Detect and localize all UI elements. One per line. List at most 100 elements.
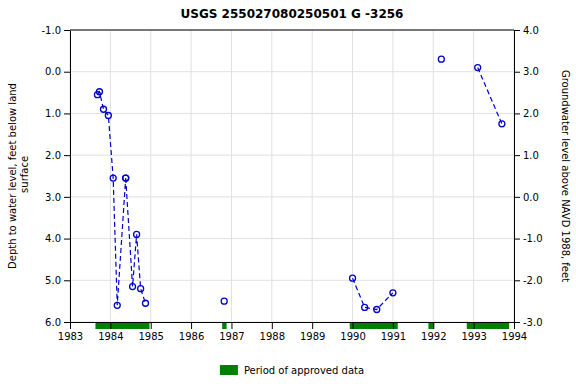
tick-mark	[393, 322, 394, 329]
tick-mark	[514, 280, 520, 281]
frame	[70, 30, 514, 31]
tick: 1984	[98, 322, 123, 342]
tick: 2.0	[45, 150, 70, 161]
approved-periods	[95, 322, 509, 329]
tick-label: 1992	[421, 331, 446, 342]
tick-mark	[64, 322, 70, 323]
tick: 1988	[260, 322, 285, 342]
grid-line	[473, 30, 474, 322]
tick-mark	[514, 155, 520, 156]
tick-mark	[514, 113, 520, 114]
grid-line	[271, 30, 272, 322]
tick: -2.0	[514, 275, 543, 286]
tick: 3.0	[514, 66, 539, 77]
grid-line	[191, 30, 192, 322]
tick: 1989	[300, 322, 325, 342]
grid-line	[231, 30, 232, 322]
grid-line	[312, 30, 313, 322]
tick: 1992	[421, 322, 446, 342]
grid-line	[70, 196, 514, 197]
tick-mark	[70, 322, 71, 329]
x-axis: 1983 1984 1985 1986 1987 1988 1989 1990 1991 1992…	[58, 322, 527, 342]
tick-label: 3.0	[523, 66, 539, 77]
marker	[114, 302, 120, 308]
marker	[123, 175, 129, 181]
marks	[94, 56, 504, 312]
tick-mark	[272, 322, 273, 329]
tick-mark	[433, 322, 434, 329]
tick-mark	[64, 72, 70, 73]
marker	[221, 298, 227, 304]
marker	[105, 113, 111, 119]
tick-label: 1990	[340, 331, 365, 342]
tick: 1985	[139, 322, 164, 342]
tick-label: 1989	[300, 331, 325, 342]
tick-mark	[64, 155, 70, 156]
tick: 1.0	[45, 108, 70, 119]
tick: 1993	[461, 322, 486, 342]
axis-line	[70, 31, 71, 323]
tick: 1986	[179, 322, 204, 342]
tick: 5.0	[45, 275, 70, 286]
tick: 1.0	[514, 150, 539, 161]
tick-label: 1986	[179, 331, 204, 342]
tick: 6.0	[45, 317, 70, 328]
marker	[142, 300, 148, 306]
tick-label: 6.0	[45, 317, 61, 328]
grid-line	[70, 113, 514, 114]
marker	[390, 290, 396, 296]
approved-period	[222, 322, 226, 329]
y2-axis: -3.0-2.0-1.00.01.02.03.04.0	[514, 25, 543, 328]
tick-mark	[514, 72, 520, 73]
marker	[123, 175, 129, 181]
tick-mark	[110, 322, 111, 329]
tick-mark	[474, 322, 475, 329]
tick-label: 2.0	[45, 150, 61, 161]
marker	[130, 284, 136, 290]
grid-line	[70, 280, 514, 281]
marker	[362, 304, 368, 310]
approved-period	[95, 322, 149, 329]
legend-label: Period of approved data	[244, 365, 364, 376]
tick-label: 5.0	[45, 275, 61, 286]
tick-label: -3.0	[523, 317, 543, 328]
tick-mark	[64, 30, 70, 31]
grid-line	[150, 30, 151, 322]
grid-line	[514, 30, 515, 322]
axis-line	[71, 323, 515, 330]
marker	[438, 56, 444, 62]
legend-swatch	[220, 365, 238, 375]
tick: -3.0	[514, 317, 543, 328]
tick: 1987	[219, 322, 244, 342]
tick-label: 1985	[139, 331, 164, 342]
tick-mark	[151, 322, 152, 329]
tick-label: 0.0	[523, 192, 539, 203]
tick-label: 1994	[502, 331, 527, 342]
grid-line	[70, 71, 514, 72]
tick-mark	[514, 239, 520, 240]
marker	[96, 89, 102, 95]
tick-label: 2.0	[523, 108, 539, 119]
tick-mark	[312, 322, 313, 329]
grid-line	[70, 30, 71, 322]
tick-mark	[64, 113, 70, 114]
marker	[475, 65, 481, 71]
grid-line	[70, 155, 514, 156]
tick-label: 1983	[58, 331, 83, 342]
grid-line	[392, 30, 393, 322]
tick: 1983	[58, 322, 83, 342]
tick-mark	[191, 322, 192, 329]
tick: 4.0	[45, 233, 70, 244]
grid-line	[433, 30, 434, 322]
approved-period	[350, 322, 398, 329]
tick: 1990	[340, 322, 365, 342]
y-axis-title: Depth to water level, feet below land su…	[7, 83, 30, 269]
tick-label: 1.0	[523, 150, 539, 161]
grid-line	[70, 30, 514, 31]
tick: 1991	[381, 322, 406, 342]
tick-mark	[514, 197, 520, 198]
marker	[138, 286, 144, 292]
tick-mark	[514, 322, 520, 323]
tick-mark	[231, 322, 232, 329]
tick-label: 4.0	[45, 233, 61, 244]
